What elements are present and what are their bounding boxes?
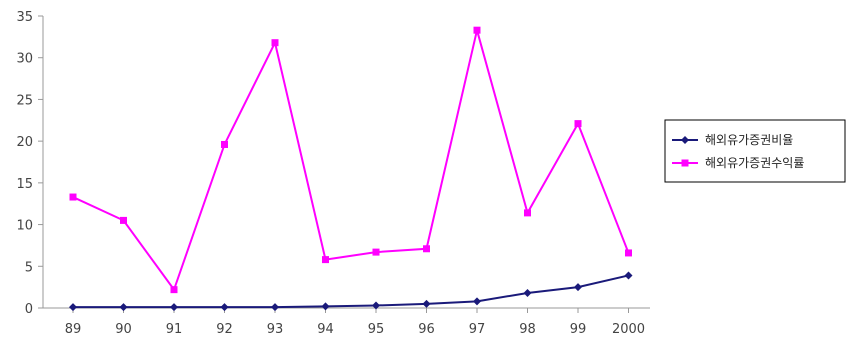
legend-box (664, 119, 846, 183)
data-point (221, 140, 228, 148)
axes: 0 5 10 15 20 25 30 35 89 90 91 92 93 94 95 96 97 98 99 2000 (16, 10, 650, 337)
data-point (69, 303, 77, 312)
y-tick-label: 20 (16, 135, 33, 150)
data-point (119, 303, 128, 312)
legend-label: 해외유가증권비율 (705, 133, 793, 147)
x-tick-label: 91 (166, 322, 183, 337)
data-point (624, 271, 633, 280)
legend-item: 해외유가증권수익률 (672, 156, 804, 170)
data-point (120, 216, 127, 224)
series-layer (69, 26, 633, 312)
data-point (372, 248, 380, 256)
legend-item: 해외유가증권비율 (672, 133, 793, 147)
data-point (574, 283, 582, 292)
x-tick-label: 89 (65, 322, 82, 337)
data-point (473, 297, 481, 306)
x-tick-label: 93 (267, 322, 284, 337)
legend-marker (681, 159, 689, 167)
x-tick-label: 92 (216, 322, 233, 337)
data-point (170, 286, 178, 294)
x-tick-label: 94 (317, 322, 334, 337)
y-tick-label: 5 (25, 260, 33, 275)
x-tick-label: 99 (570, 322, 587, 337)
series-1 (69, 271, 633, 312)
data-point (271, 39, 279, 47)
series-line (72, 29, 630, 292)
data-point (170, 303, 178, 312)
data-point (574, 120, 582, 128)
y-tick-label: 0 (25, 302, 33, 317)
data-point (322, 256, 329, 264)
data-point (422, 299, 431, 308)
series-line (73, 274, 629, 309)
series-2 (69, 26, 632, 294)
data-point (625, 249, 632, 257)
legend-label: 해외유가증권수익률 (705, 156, 804, 170)
data-point (473, 26, 481, 34)
x-tick-label: 96 (418, 322, 435, 337)
data-point (524, 209, 531, 217)
data-point (372, 301, 380, 310)
x-tick-label: 97 (469, 322, 486, 337)
y-tick-label: 10 (16, 219, 33, 234)
data-point (423, 245, 430, 253)
data-point (523, 288, 532, 297)
x-tick-label: 95 (368, 322, 385, 337)
data-point (69, 193, 77, 201)
x-tick-label: 90 (115, 322, 132, 337)
y-tick-label: 25 (16, 93, 33, 108)
y-tick-label: 35 (16, 10, 33, 25)
legend-marker (681, 136, 689, 144)
data-point (321, 302, 330, 311)
data-point (220, 303, 229, 312)
x-tick-label: 2000 (612, 322, 645, 337)
y-tick-label: 30 (16, 52, 33, 67)
data-point (271, 303, 279, 312)
x-tick-label: 98 (519, 322, 536, 337)
y-tick-label: 15 (16, 177, 33, 192)
